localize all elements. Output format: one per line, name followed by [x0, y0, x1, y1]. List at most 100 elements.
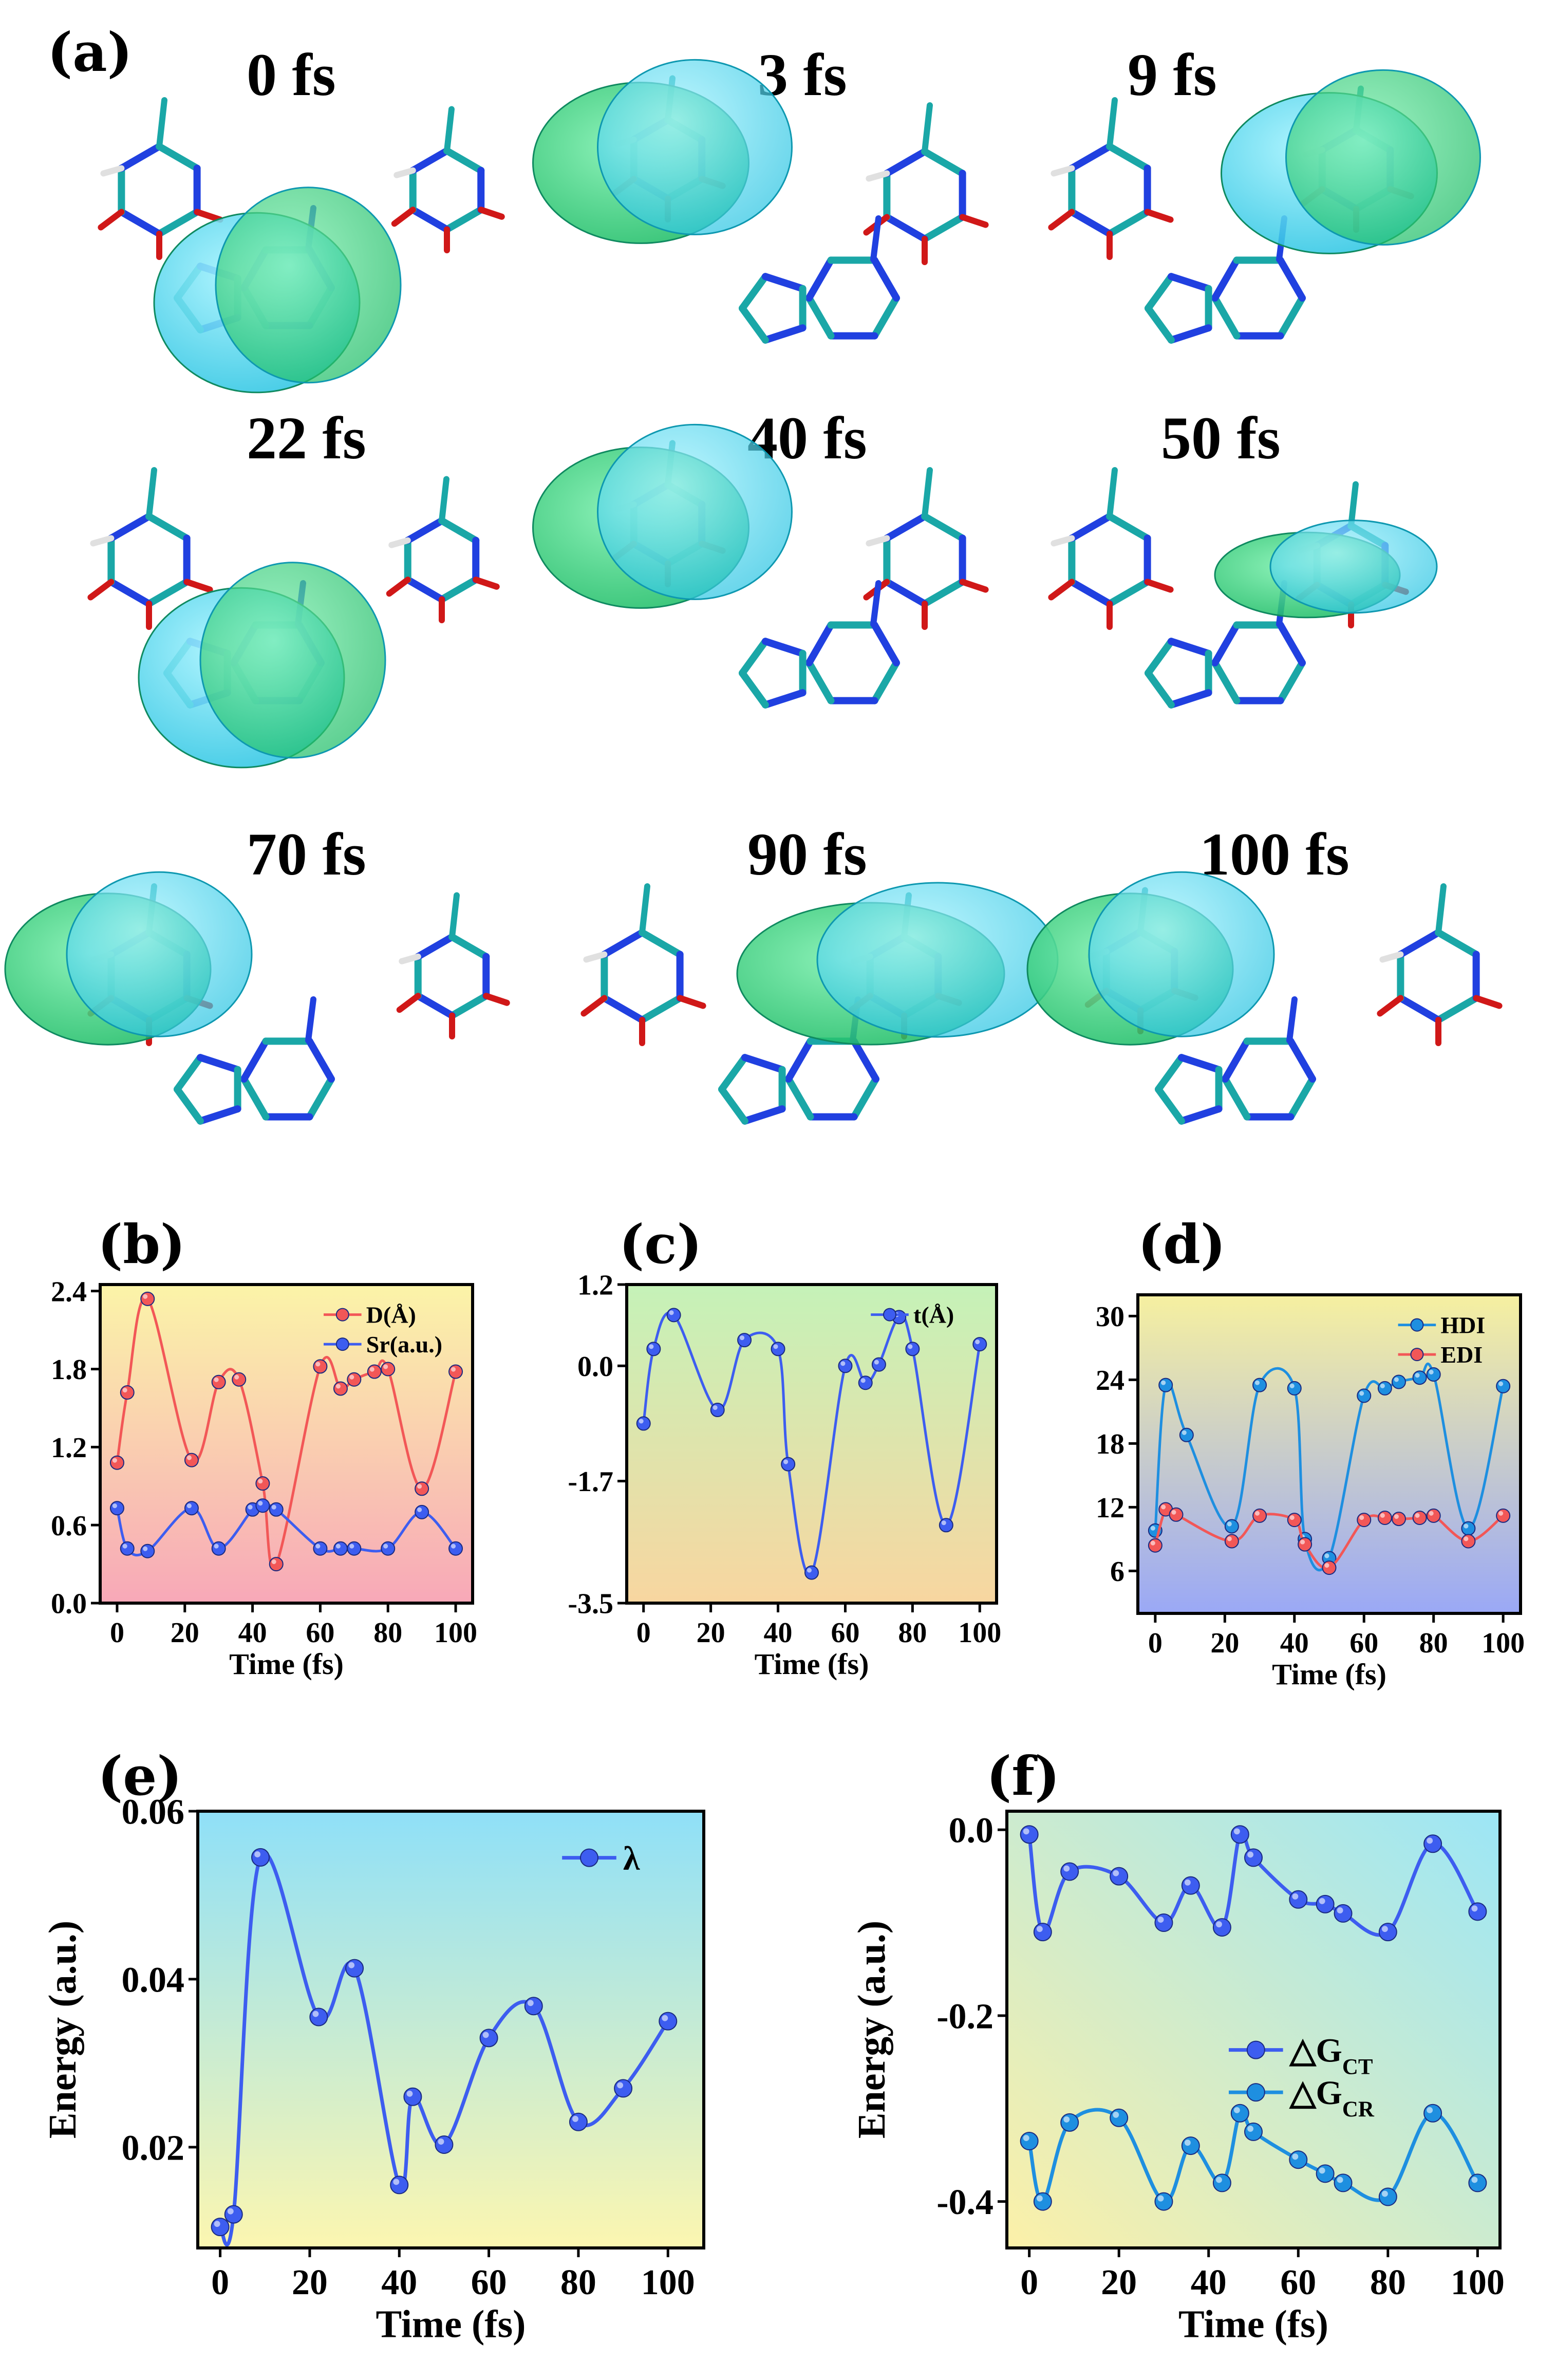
- data-point: [1423, 2104, 1442, 2123]
- data-point: [1060, 2113, 1079, 2132]
- x-tick-label: 100: [434, 1617, 477, 1649]
- data-point: [1496, 1508, 1511, 1523]
- data-point: [636, 1416, 651, 1431]
- data-point: [1391, 1512, 1406, 1527]
- data-point-highlight: [1319, 1898, 1325, 1904]
- data-point-highlight: [1063, 2116, 1070, 2123]
- plot-frame: [625, 1283, 998, 1605]
- data-point: [1179, 1427, 1194, 1442]
- y-tick-label: 0.0: [51, 1588, 87, 1620]
- data-point-highlight: [860, 1378, 866, 1383]
- x-tick-label: 60: [831, 1617, 859, 1649]
- x-tick-label: 20: [697, 1617, 725, 1649]
- data-point: [1468, 2173, 1487, 2192]
- data-point: [313, 1541, 328, 1556]
- y-tick-label: 24: [1096, 1365, 1124, 1397]
- data-point: [224, 2205, 243, 2224]
- x-tick-label: 80: [1419, 1627, 1448, 1659]
- data-point: [710, 1403, 725, 1418]
- data-point: [309, 2007, 328, 2026]
- data-point: [269, 1502, 284, 1517]
- y-axis-label: Energy (a.u.): [850, 1921, 893, 2139]
- data-point: [905, 1342, 920, 1356]
- data-point-highlight: [186, 1503, 192, 1509]
- snapshot-time-label: 9 fs: [1128, 41, 1217, 108]
- x-tick-label: 100: [958, 1617, 1001, 1649]
- molecule-snapshot: [4, 871, 510, 1125]
- data-point-highlight: [1216, 2177, 1222, 2183]
- y-tick-label: 1.2: [577, 1270, 613, 1301]
- data-point: [524, 1997, 543, 2016]
- data-point-highlight: [315, 1544, 321, 1549]
- chart-d: 0 20 40 60 80 100 6 12 18 24 30 HDI EDI Time (fs): [1096, 1293, 1525, 1691]
- data-point: [1224, 1534, 1239, 1549]
- molecule-snapshot: [98, 97, 505, 394]
- data-point-highlight: [669, 1310, 674, 1315]
- y-tick-label: 18: [1096, 1428, 1124, 1460]
- data-point-highlight: [349, 1374, 354, 1380]
- y-tick-label: 0.0: [949, 1811, 994, 1851]
- data-point: [403, 2087, 422, 2106]
- data-point-highlight: [335, 1544, 341, 1549]
- molecule-snapshot: [1048, 467, 1438, 709]
- y-tick-label: -0.4: [936, 2183, 993, 2222]
- data-point: [659, 2012, 678, 2031]
- data-point-highlight: [1254, 1380, 1260, 1385]
- data-point: [345, 1959, 364, 1978]
- data-point: [1334, 2173, 1353, 2192]
- molecular-snapshots: [4, 59, 1503, 1125]
- y-tick-label: 0.6: [51, 1510, 87, 1542]
- data-point-highlight: [1464, 1523, 1469, 1529]
- data-point-highlight: [214, 2221, 220, 2227]
- data-point-highlight: [349, 1544, 354, 1549]
- data-point-highlight: [1233, 2107, 1240, 2113]
- data-point: [1412, 1370, 1427, 1385]
- data-point: [269, 1557, 284, 1572]
- data-point-highlight: [143, 1294, 148, 1299]
- data-point: [1020, 1825, 1039, 1844]
- data-point: [1357, 1513, 1372, 1528]
- data-point-highlight: [406, 2090, 413, 2097]
- chart-e: 0 20 40 60 80 100 0.02 0.04 0.06 λ Time (fs) Energy…: [41, 1793, 705, 2346]
- data-point: [1154, 1913, 1173, 1932]
- data-point-highlight: [1498, 1511, 1504, 1516]
- data-point-highlight: [1063, 1865, 1070, 1872]
- data-point-highlight: [438, 2139, 444, 2145]
- x-axis-label: Time (fs): [376, 2303, 526, 2346]
- data-point: [1252, 1508, 1267, 1523]
- legend-label: HDI: [1440, 1312, 1485, 1338]
- series-line: [642, 1311, 981, 1576]
- data-point: [255, 1498, 270, 1513]
- x-tick-label: 60: [1280, 2263, 1316, 2302]
- data-point-highlight: [1157, 2195, 1164, 2202]
- data-point: [435, 2135, 454, 2154]
- data-point-highlight: [1289, 1383, 1295, 1388]
- legend-marker: [335, 1308, 349, 1322]
- data-point-highlight: [1324, 1553, 1329, 1558]
- data-point-highlight: [1319, 2167, 1325, 2174]
- data-point-highlight: [1429, 1511, 1434, 1516]
- data-point: [569, 2112, 588, 2131]
- x-tick-label: 20: [1210, 1627, 1239, 1659]
- y-tick-label: 2.4: [51, 1276, 87, 1308]
- data-point-highlight: [662, 2015, 668, 2021]
- data-point: [858, 1375, 873, 1390]
- x-tick-label: 20: [171, 1617, 199, 1649]
- data-point-highlight: [941, 1520, 946, 1526]
- data-point-highlight: [1427, 1837, 1433, 1844]
- data-point: [211, 2218, 230, 2237]
- data-point-highlight: [258, 1479, 263, 1484]
- data-point-highlight: [1359, 1391, 1364, 1396]
- data-point-highlight: [1227, 1521, 1232, 1527]
- data-point-highlight: [572, 2115, 578, 2122]
- data-point-highlight: [227, 2208, 234, 2215]
- data-point-highlight: [1036, 2195, 1043, 2202]
- x-tick-label: 0: [110, 1617, 124, 1649]
- legend-marker: [1246, 2040, 1265, 2059]
- legend-marker: [1410, 1318, 1424, 1332]
- plot-frame: [1136, 1293, 1522, 1615]
- data-point: [1377, 1381, 1392, 1396]
- data-point: [646, 1342, 661, 1356]
- data-point-highlight: [254, 1851, 261, 1857]
